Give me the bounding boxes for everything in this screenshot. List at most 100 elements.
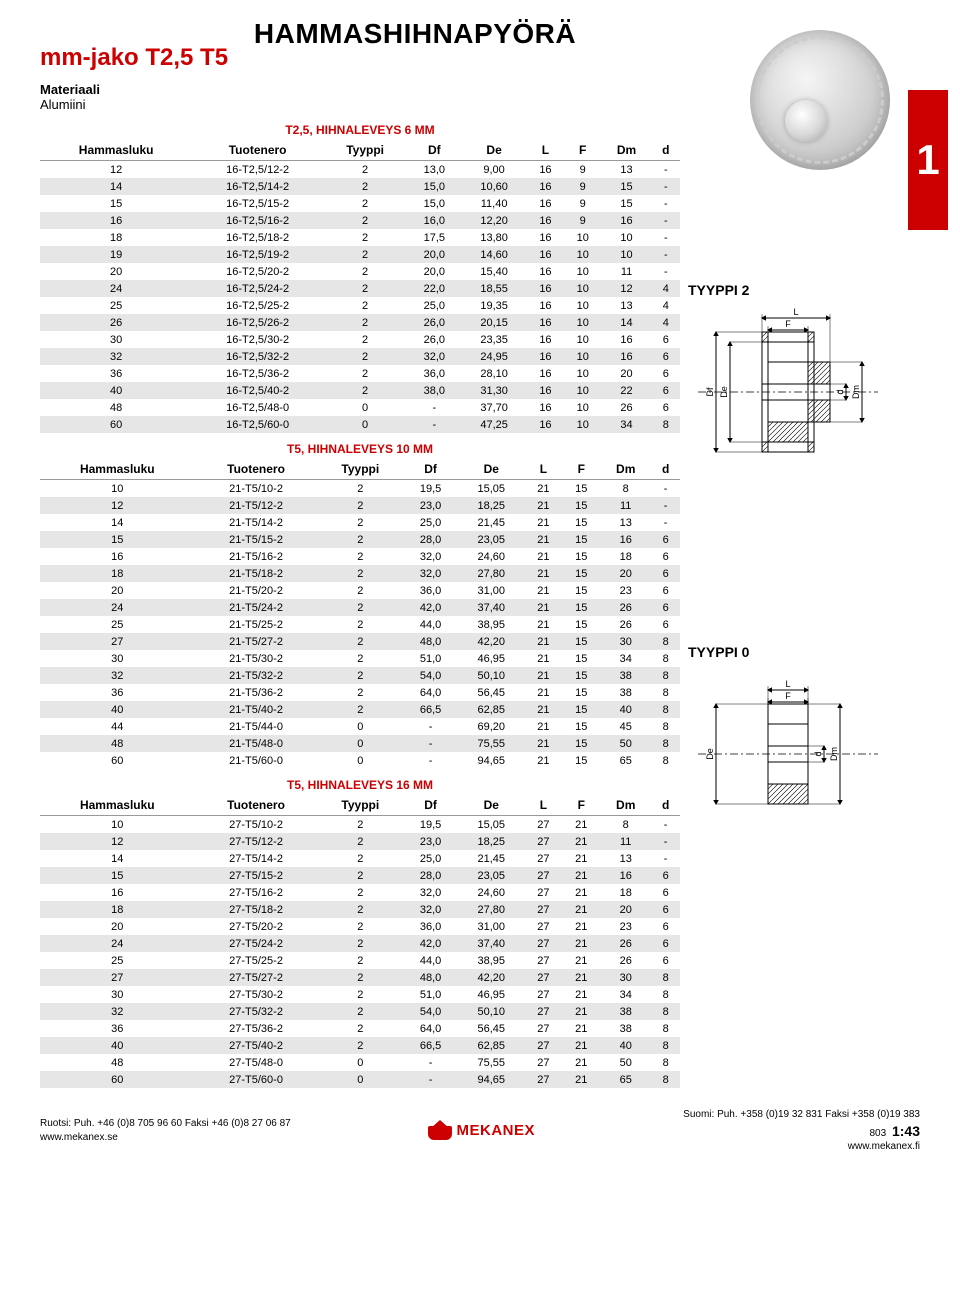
table-cell: 21 (562, 918, 600, 935)
table-cell: 31,00 (458, 918, 524, 935)
table-cell: 10 (564, 331, 601, 348)
table-cell: 8 (651, 752, 680, 769)
table-cell: 10 (564, 365, 601, 382)
table-cell: 27 (524, 833, 562, 850)
table-cell: 6 (651, 901, 680, 918)
table-cell: 2 (318, 667, 404, 684)
table-cell: 13,80 (461, 229, 526, 246)
table-cell: 32 (40, 1003, 195, 1020)
table-cell: 16 (40, 884, 195, 901)
table-row: 3016-T2,5/30-2226,023,351610166 (40, 331, 680, 348)
table-cell: 16 (527, 246, 564, 263)
table-cell: 16 (527, 212, 564, 229)
spec-table: T5, HIHNALEVEYS 10 MMHammaslukuTuotenero… (40, 439, 680, 769)
table-cell: 18 (40, 901, 195, 918)
table-cell: 16 (527, 229, 564, 246)
col-header: Dm (600, 459, 651, 480)
table-cell: 21 (524, 565, 562, 582)
table-row: 4816-T2,5/48-00-37,701610266 (40, 399, 680, 416)
table-cell: 44,0 (403, 616, 458, 633)
table-cell: 8 (600, 480, 651, 498)
table-cell: 48 (40, 1054, 195, 1071)
table-cell: - (652, 161, 680, 179)
table-cell: 21 (524, 480, 562, 498)
table-cell: 27 (524, 1037, 562, 1054)
table-cell: 21-T5/48-0 (195, 735, 318, 752)
table-cell: 16 (601, 348, 651, 365)
table-cell: 46,95 (458, 650, 524, 667)
table-cell: 10 (601, 229, 651, 246)
table-cell: 21 (524, 650, 562, 667)
table-cell: 40 (600, 701, 651, 718)
table-cell: 21 (562, 952, 600, 969)
svg-text:Df: Df (705, 387, 715, 396)
table-cell: 8 (651, 718, 680, 735)
table-cell: 45 (600, 718, 651, 735)
table-cell: 36 (40, 684, 195, 701)
table-row: 1916-T2,5/19-2220,014,60161010- (40, 246, 680, 263)
table-cell: 16-T2,5/12-2 (192, 161, 323, 179)
table-cell: 66,5 (403, 1037, 458, 1054)
table-cell: 16 (600, 867, 651, 884)
footer-url-finland: www.mekanex.fi (680, 1140, 920, 1154)
table-cell: 50 (600, 735, 651, 752)
table-cell: 9 (564, 212, 601, 229)
table-cell: 10 (564, 399, 601, 416)
table-cell: 69,20 (458, 718, 524, 735)
table-cell: - (407, 399, 461, 416)
col-header: Hammasluku (40, 459, 195, 480)
col-header: Hammasluku (40, 140, 192, 161)
table-row: 2021-T5/20-2236,031,002115236 (40, 582, 680, 599)
table-cell: 18,25 (458, 497, 524, 514)
table-cell: 36 (40, 1020, 195, 1037)
table-cell: 15,05 (458, 480, 524, 498)
table-cell: - (403, 1054, 458, 1071)
table-cell: 16 (527, 314, 564, 331)
table-cell: - (652, 212, 680, 229)
table-cell: 8 (651, 633, 680, 650)
table-cell: 2 (323, 246, 407, 263)
table-cell: 16 (527, 195, 564, 212)
table-cell: 8 (652, 416, 680, 433)
table-cell: 16-T2,5/16-2 (192, 212, 323, 229)
table-cell: 2 (323, 195, 407, 212)
table-cell: 48 (40, 735, 195, 752)
table-cell: 6 (651, 582, 680, 599)
table-cell: 20 (40, 263, 192, 280)
table-cell: 6 (651, 935, 680, 952)
table-cell: 8 (651, 1037, 680, 1054)
table-cell: 21-T5/18-2 (195, 565, 318, 582)
table-cell: 19,5 (403, 816, 458, 834)
table-cell: 2 (318, 867, 404, 884)
table-cell: 10 (564, 280, 601, 297)
table-cell: 21 (524, 582, 562, 599)
table-row: 2516-T2,5/25-2225,019,351610134 (40, 297, 680, 314)
table-row: 1521-T5/15-2228,023,052115166 (40, 531, 680, 548)
table-cell: 15 (601, 195, 651, 212)
col-header: De (461, 140, 526, 161)
table-cell: 2 (318, 480, 404, 498)
table-cell: 16-T2,5/15-2 (192, 195, 323, 212)
table-cell: 26 (600, 952, 651, 969)
table-row: 3221-T5/32-2254,050,102115388 (40, 667, 680, 684)
table-cell: 48 (40, 399, 192, 416)
table-cell: 2 (318, 565, 404, 582)
table-cell: 65 (600, 752, 651, 769)
table-cell: 56,45 (458, 684, 524, 701)
table-cell: 10 (40, 816, 195, 834)
table-row: 3616-T2,5/36-2236,028,101610206 (40, 365, 680, 382)
table-cell: 8 (651, 1071, 680, 1088)
table-cell: 38,0 (407, 382, 461, 399)
table-cell: 21,45 (458, 514, 524, 531)
table-cell: 15 (562, 735, 600, 752)
table-cell: 60 (40, 416, 192, 433)
table-cell: 26,0 (407, 331, 461, 348)
table-cell: 6 (651, 884, 680, 901)
table-row: 1227-T5/12-2223,018,25272111- (40, 833, 680, 850)
footer-phone-finland: Suomi: Puh. +358 (0)19 32 831 Faksi +358… (680, 1108, 920, 1140)
col-header: Hammasluku (40, 795, 195, 816)
spec-table: T5, HIHNALEVEYS 16 MMHammaslukuTuotenero… (40, 775, 680, 1088)
table-cell: 22 (601, 382, 651, 399)
table-cell: 32,0 (403, 548, 458, 565)
table-cell: 8 (651, 986, 680, 1003)
